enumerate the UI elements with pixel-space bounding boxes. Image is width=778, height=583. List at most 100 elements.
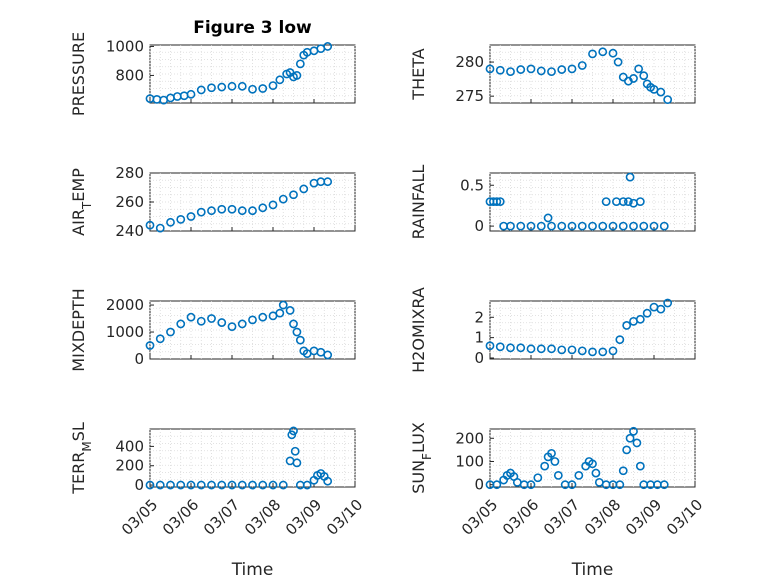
- y-tick-label: 800: [115, 66, 144, 84]
- y-axis-label: THETA: [409, 48, 428, 100]
- data-point: [540, 461, 550, 471]
- y-tick-label: 1000: [106, 37, 144, 55]
- data-point: [176, 214, 186, 224]
- subplot: 800 1000 PRESSURE Figure 3 low: [69, 18, 356, 116]
- x-axis-label: Time: [571, 560, 614, 580]
- data-point: [623, 197, 633, 206]
- data-point: [588, 221, 597, 231]
- y-axis-label: PRESSURE: [69, 32, 88, 116]
- data-point: [663, 298, 673, 308]
- data-point: [323, 476, 333, 486]
- data-point: [506, 67, 515, 77]
- chart-title: Figure 3 low: [193, 18, 312, 38]
- data-point: [557, 345, 567, 355]
- y-axis-label: TERRMSL: [69, 422, 94, 495]
- data-point: [275, 75, 285, 85]
- data-point: [492, 480, 502, 490]
- data-point: [588, 49, 597, 59]
- data-point: [145, 480, 155, 490]
- subplot: 240 260 280 AIRTEMP: [69, 164, 356, 240]
- data-point: [526, 480, 536, 490]
- data-point: [217, 204, 227, 214]
- data-point: [248, 480, 257, 490]
- data-point: [186, 89, 196, 99]
- data-point: [618, 466, 628, 476]
- data-point: [547, 344, 556, 354]
- data-point: [625, 433, 635, 443]
- data-point: [145, 341, 155, 350]
- data-point: [166, 327, 175, 337]
- subplot: 0 1 2 H2OMIXRA: [409, 287, 696, 373]
- y-tick-label: 400: [115, 437, 144, 455]
- data-point: [268, 200, 278, 210]
- y-axis-label: AIRTEMP: [69, 168, 94, 236]
- data-point: [278, 300, 288, 310]
- data-point: [176, 319, 186, 329]
- data-point: [196, 85, 206, 95]
- data-point: [635, 197, 645, 206]
- y-tick-label: 2000: [106, 296, 144, 314]
- y-tick-label: 200: [455, 429, 484, 447]
- data-point: [155, 223, 165, 233]
- data-point: [613, 57, 623, 67]
- data-point: [625, 172, 635, 182]
- data-point: [155, 480, 165, 490]
- data-point: [547, 448, 556, 458]
- data-point: [567, 480, 577, 490]
- data-point: [598, 347, 608, 357]
- data-point: [196, 207, 206, 217]
- data-point: [656, 87, 666, 97]
- data-point: [656, 304, 666, 314]
- y-tick-label: 0: [474, 476, 484, 494]
- data-point: [275, 308, 285, 318]
- data-point: [622, 321, 632, 330]
- y-tick-label: 100: [455, 452, 484, 470]
- y-axis-label: H2OMIXRA: [409, 287, 428, 373]
- data-point: [506, 343, 515, 353]
- x-axis-label: Time: [231, 560, 274, 580]
- data-point: [506, 221, 515, 231]
- data-point: [186, 312, 196, 322]
- data-point: [196, 316, 206, 326]
- data-point: [550, 457, 560, 466]
- y-tick-label: 280: [455, 53, 484, 71]
- data-point: [495, 342, 505, 352]
- data-point: [553, 470, 563, 480]
- data-point: [495, 197, 505, 206]
- y-tick-label: 0.5: [460, 176, 484, 194]
- y-tick-label: 240: [115, 222, 144, 240]
- data-point: [248, 315, 257, 325]
- data-point: [659, 221, 669, 231]
- data-point: [166, 480, 175, 490]
- data-point: [268, 480, 278, 490]
- data-point: [567, 345, 577, 355]
- data-point: [632, 438, 642, 448]
- x-tick-label: 03/09: [622, 496, 665, 539]
- data-point: [285, 306, 295, 315]
- data-point: [237, 81, 247, 91]
- y-tick-label: 0: [134, 350, 144, 368]
- data-point: [642, 308, 652, 318]
- data-point: [516, 343, 526, 353]
- data-point: [268, 81, 278, 90]
- data-point: [278, 480, 288, 490]
- subplot: 0 1000 2000 MIXDEPTH: [69, 288, 356, 372]
- data-point: [166, 217, 175, 227]
- data-point: [533, 473, 543, 483]
- data-point: [323, 42, 333, 51]
- y-tick-label: 1000: [106, 323, 144, 341]
- subplot: 275 280 THETA: [409, 44, 696, 105]
- data-point: [567, 221, 577, 231]
- data-point: [292, 71, 302, 80]
- data-point: [618, 197, 628, 206]
- data-point: [227, 322, 237, 332]
- x-tick-label: 03/05: [458, 496, 501, 539]
- data-point: [196, 480, 206, 490]
- data-point: [639, 71, 649, 81]
- data-point: [289, 319, 298, 329]
- y-tick-label: 200: [115, 457, 144, 475]
- data-point: [227, 81, 237, 91]
- data-point: [649, 221, 659, 231]
- data-point: [258, 480, 268, 490]
- data-point: [577, 61, 587, 70]
